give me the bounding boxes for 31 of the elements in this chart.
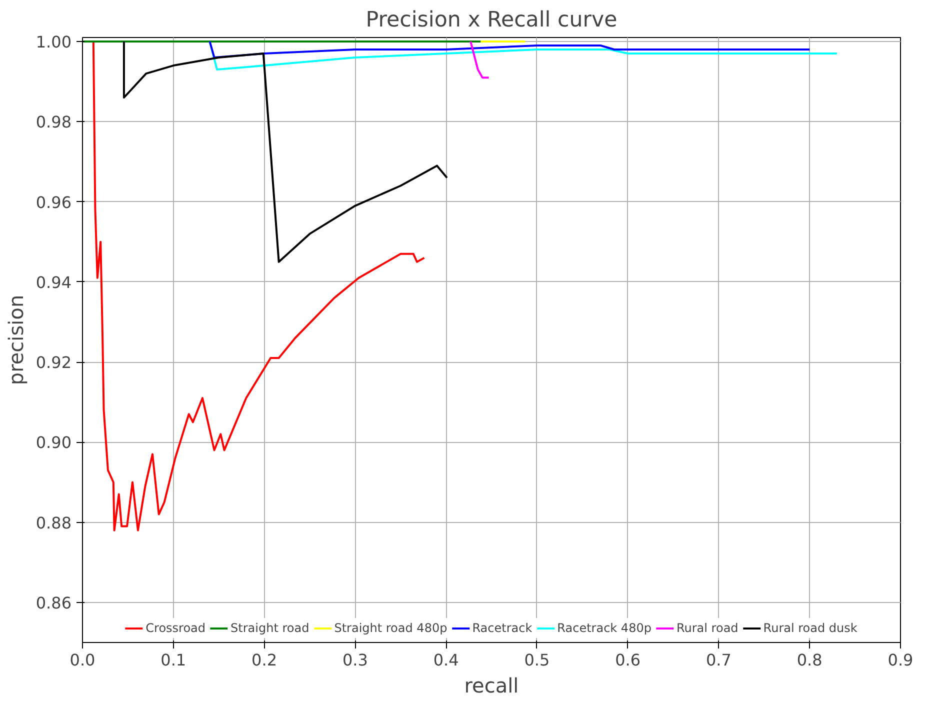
legend-label: Rural road	[676, 621, 738, 635]
legend-label: Racetrack	[472, 621, 532, 635]
x-axis-title: recall	[464, 674, 519, 698]
x-tick-label: 0.6	[615, 650, 641, 670]
y-tick-label: 0.94	[36, 272, 72, 292]
y-tick-label: 1.00	[36, 32, 72, 52]
y-tick-label: 0.98	[36, 112, 72, 132]
legend-label: Straight road	[230, 621, 310, 635]
line-series	[208, 40, 811, 59]
x-tick-label: 0.9	[888, 650, 914, 670]
y-tick-label: 0.90	[36, 433, 72, 452]
x-tick-label: 0.0	[70, 650, 96, 670]
legend-label: Straight road 480p	[334, 621, 448, 635]
line-series	[92, 40, 426, 532]
y-tick-label: 0.86	[36, 593, 72, 612]
legend-label: Crossroad	[146, 621, 206, 635]
x-tick-label: 0.1	[160, 650, 186, 670]
x-tick-label: 0.4	[433, 650, 459, 670]
chart-title: Precision x Recall curve	[366, 8, 618, 32]
x-tick-label: 0.2	[252, 650, 278, 670]
y-tick-label: 0.88	[36, 513, 72, 532]
x-tick-label: 0.3	[342, 650, 368, 670]
legend-label: Racetrack 480p	[557, 621, 652, 635]
y-axis-title: precision	[4, 294, 28, 386]
line-series	[122, 40, 448, 263]
y-tick-label: 0.96	[36, 192, 72, 212]
legend-label: Rural road dusk	[763, 621, 858, 635]
x-tick-label: 0.8	[796, 650, 822, 670]
y-tick-label: 0.92	[36, 353, 72, 372]
x-tick-label: 0.5	[524, 650, 550, 670]
x-tick-label: 0.7	[706, 650, 732, 670]
